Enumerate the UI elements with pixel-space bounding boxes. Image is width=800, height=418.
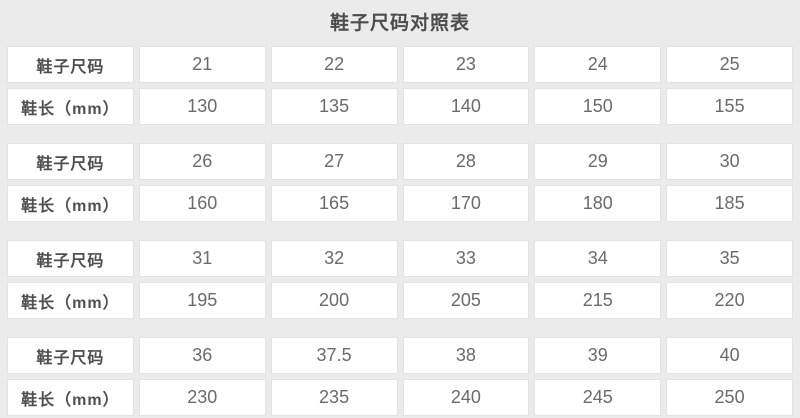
row-label-size: 鞋子尺码 [7,337,134,374]
size-value: 38 [402,337,530,374]
length-value: 250 [666,379,793,416]
length-value: 165 [270,185,398,222]
length-row: 鞋长（mm） 160 165 170 180 185 [7,185,793,222]
length-value: 130 [138,88,266,125]
size-row: 鞋子尺码 36 37.5 38 39 40 [7,337,793,374]
length-value: 140 [402,88,530,125]
size-value: 25 [666,46,793,83]
size-value: 26 [138,143,266,180]
row-label-size: 鞋子尺码 [7,240,134,277]
length-value: 235 [270,379,398,416]
length-value: 245 [534,379,662,416]
length-value: 215 [534,282,662,319]
length-value: 180 [534,185,662,222]
row-label-size: 鞋子尺码 [7,143,134,180]
size-row: 鞋子尺码 21 22 23 24 25 [7,46,793,83]
length-value: 240 [402,379,530,416]
length-value: 205 [402,282,530,319]
length-value: 185 [666,185,793,222]
size-value: 40 [666,337,793,374]
size-value: 27 [270,143,398,180]
size-value: 31 [138,240,266,277]
row-label-length: 鞋长（mm） [7,379,134,416]
size-value: 29 [534,143,662,180]
length-value: 135 [270,88,398,125]
size-value: 21 [138,46,266,83]
length-value: 230 [138,379,266,416]
size-value: 36 [138,337,266,374]
row-label-size: 鞋子尺码 [7,46,134,83]
length-value: 160 [138,185,266,222]
size-section-1: 鞋子尺码 21 22 23 24 25 鞋长（mm） 130 135 140 1… [7,46,793,125]
length-value: 170 [402,185,530,222]
size-value: 32 [270,240,398,277]
size-value: 24 [534,46,662,83]
size-value: 35 [666,240,793,277]
length-value: 200 [270,282,398,319]
size-row: 鞋子尺码 26 27 28 29 30 [7,143,793,180]
length-row: 鞋长（mm） 195 200 205 215 220 [7,282,793,319]
size-section-2: 鞋子尺码 26 27 28 29 30 鞋长（mm） 160 165 170 1… [7,143,793,222]
length-row: 鞋长（mm） 230 235 240 245 250 [7,379,793,416]
size-value: 34 [534,240,662,277]
size-value: 28 [402,143,530,180]
size-value: 30 [666,143,793,180]
length-value: 150 [534,88,662,125]
size-value: 39 [534,337,662,374]
size-row: 鞋子尺码 31 32 33 34 35 [7,240,793,277]
size-section-4: 鞋子尺码 36 37.5 38 39 40 鞋长（mm） 230 235 240… [7,337,793,416]
page-title: 鞋子尺码对照表 [329,13,470,34]
row-label-length: 鞋长（mm） [7,282,134,319]
row-label-length: 鞋长（mm） [7,185,134,222]
size-value: 23 [402,46,530,83]
length-value: 155 [666,88,793,125]
length-value: 195 [138,282,266,319]
size-value: 33 [402,240,530,277]
length-row: 鞋长（mm） 130 135 140 150 155 [7,88,793,125]
size-section-3: 鞋子尺码 31 32 33 34 35 鞋长（mm） 195 200 205 2… [7,240,793,319]
size-value: 37.5 [270,337,398,374]
row-label-length: 鞋长（mm） [7,88,134,125]
length-value: 220 [666,282,793,319]
size-value: 22 [270,46,398,83]
